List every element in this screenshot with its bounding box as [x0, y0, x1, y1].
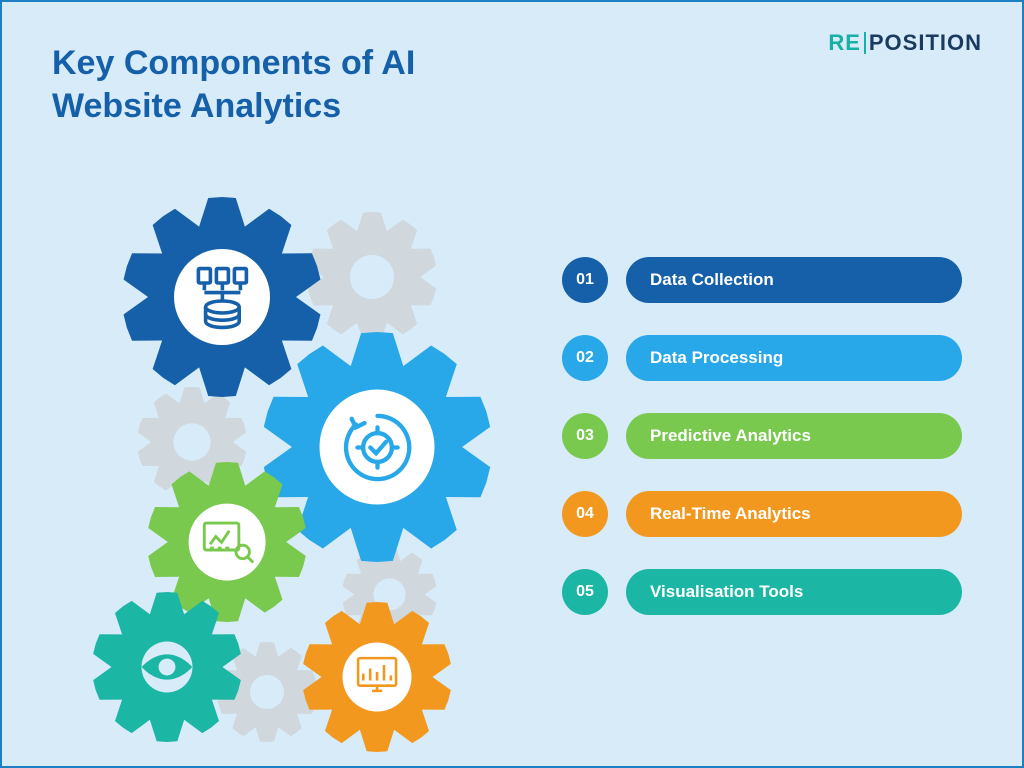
- brand-logo: RE POSITION: [828, 30, 982, 56]
- component-list: 01 Data Collection 02 Data Processing 03 Pred…: [562, 257, 962, 615]
- list-number-badge: 02: [562, 335, 608, 381]
- list-item: 01 Data Collection: [562, 257, 962, 303]
- gear-icon: [307, 212, 437, 342]
- gear-icon: [92, 592, 242, 742]
- title-line-2: Website Analytics: [52, 87, 341, 125]
- list-label-pill: Visualisation Tools: [626, 569, 962, 615]
- list-item: 04 Real-Time Analytics: [562, 491, 962, 537]
- gear-icon: [302, 602, 452, 752]
- logo-right: POSITION: [869, 30, 982, 56]
- list-number-badge: 01: [562, 257, 608, 303]
- list-item: 02 Data Processing: [562, 335, 962, 381]
- list-number-badge: 05: [562, 569, 608, 615]
- infographic-canvas: Key Components of AI Website Analytics R…: [0, 0, 1024, 768]
- title-line-1: Key Components of AI: [52, 44, 415, 82]
- gear-cluster: [62, 202, 512, 742]
- list-label-pill: Real-Time Analytics: [626, 491, 962, 537]
- page-title: Key Components of AI Website Analytics: [52, 42, 415, 127]
- list-label-pill: Data Processing: [626, 335, 962, 381]
- list-label-pill: Predictive Analytics: [626, 413, 962, 459]
- eye-icon: [133, 633, 201, 701]
- analytics-icon: [189, 504, 266, 581]
- list-item: 03 Predictive Analytics: [562, 413, 962, 459]
- process-icon: [320, 390, 435, 505]
- list-label-pill: Data Collection: [626, 257, 962, 303]
- database-icon: [174, 249, 270, 345]
- list-item: 05 Visualisation Tools: [562, 569, 962, 615]
- logo-divider: [864, 32, 866, 54]
- logo-left: RE: [828, 30, 861, 56]
- list-number-badge: 04: [562, 491, 608, 537]
- list-number-badge: 03: [562, 413, 608, 459]
- dashboard-icon: [343, 643, 412, 712]
